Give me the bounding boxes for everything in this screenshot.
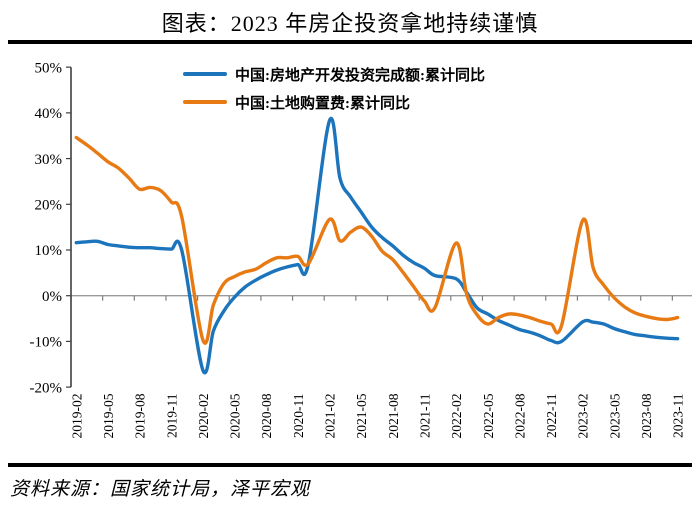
- legend-item-investment: 中国:房地产开发投资完成额:累计同比: [183, 60, 485, 88]
- y-axis-tick-label: 30%: [35, 152, 63, 168]
- x-axis-tick-label: 2019-05: [101, 393, 116, 438]
- x-axis-tick-label: 2020-05: [228, 393, 243, 438]
- x-axis-tick-label: 2020-08: [259, 393, 274, 438]
- y-axis-tick-label: 10%: [35, 243, 63, 259]
- x-axis-tick-label: 2022-05: [481, 393, 496, 438]
- y-axis-tick-label: 0%: [42, 289, 62, 305]
- x-axis-tick-label: 2021-08: [386, 393, 401, 438]
- y-axis-tick-label: 40%: [35, 106, 63, 122]
- x-axis-tick-label: 2019-08: [133, 393, 148, 438]
- x-axis-tick-label: 2021-02: [323, 394, 338, 439]
- x-axis-tick-label: 2023-02: [576, 394, 591, 439]
- x-axis-tick-label: 2021-11: [417, 394, 432, 439]
- legend-item-land-fee: 中国:土地购置费:累计同比: [183, 88, 485, 116]
- x-axis-tick-label: 2021-05: [354, 393, 369, 438]
- legend-label: 中国:房地产开发投资完成额:累计同比: [235, 67, 485, 84]
- x-axis-tick-label: 2022-02: [449, 394, 464, 439]
- bottom-divider: [8, 463, 692, 467]
- y-axis-tick-label: -10%: [30, 335, 63, 351]
- x-axis-tick-label: 2022-11: [544, 394, 559, 439]
- top-divider: [8, 40, 692, 44]
- x-axis-tick-label: 2020-02: [196, 394, 211, 439]
- y-axis-tick-label: 20%: [35, 197, 63, 213]
- x-axis-tick-label: 2023-05: [607, 393, 622, 438]
- x-axis-tick-label: 2023-08: [639, 393, 654, 438]
- source-note: 资料来源：国家统计局，泽平宏观: [10, 479, 311, 500]
- y-axis-tick-label: -20%: [30, 380, 63, 396]
- x-axis-tick-label: 2019-11: [164, 394, 179, 439]
- x-axis-tick-label: 2022-08: [512, 393, 527, 438]
- x-axis-tick-label: 2019-02: [69, 394, 84, 439]
- series-line-land-fee: [74, 135, 680, 345]
- line-swatch-icon: [183, 72, 227, 76]
- chart-legend: 中国:房地产开发投资完成额:累计同比 中国:土地购置费:累计同比: [183, 60, 485, 116]
- series-line-investment: [74, 116, 680, 375]
- line-swatch-icon: [183, 100, 227, 104]
- y-axis-tick-label: 50%: [35, 60, 63, 76]
- legend-label: 中国:土地购置费:累计同比: [235, 95, 410, 112]
- x-axis-tick-label: 2023-11: [671, 394, 686, 439]
- chart-title: 图表：2023 年房企投资拿地持续谨慎: [161, 11, 539, 36]
- x-axis-tick-label: 2020-11: [291, 394, 306, 439]
